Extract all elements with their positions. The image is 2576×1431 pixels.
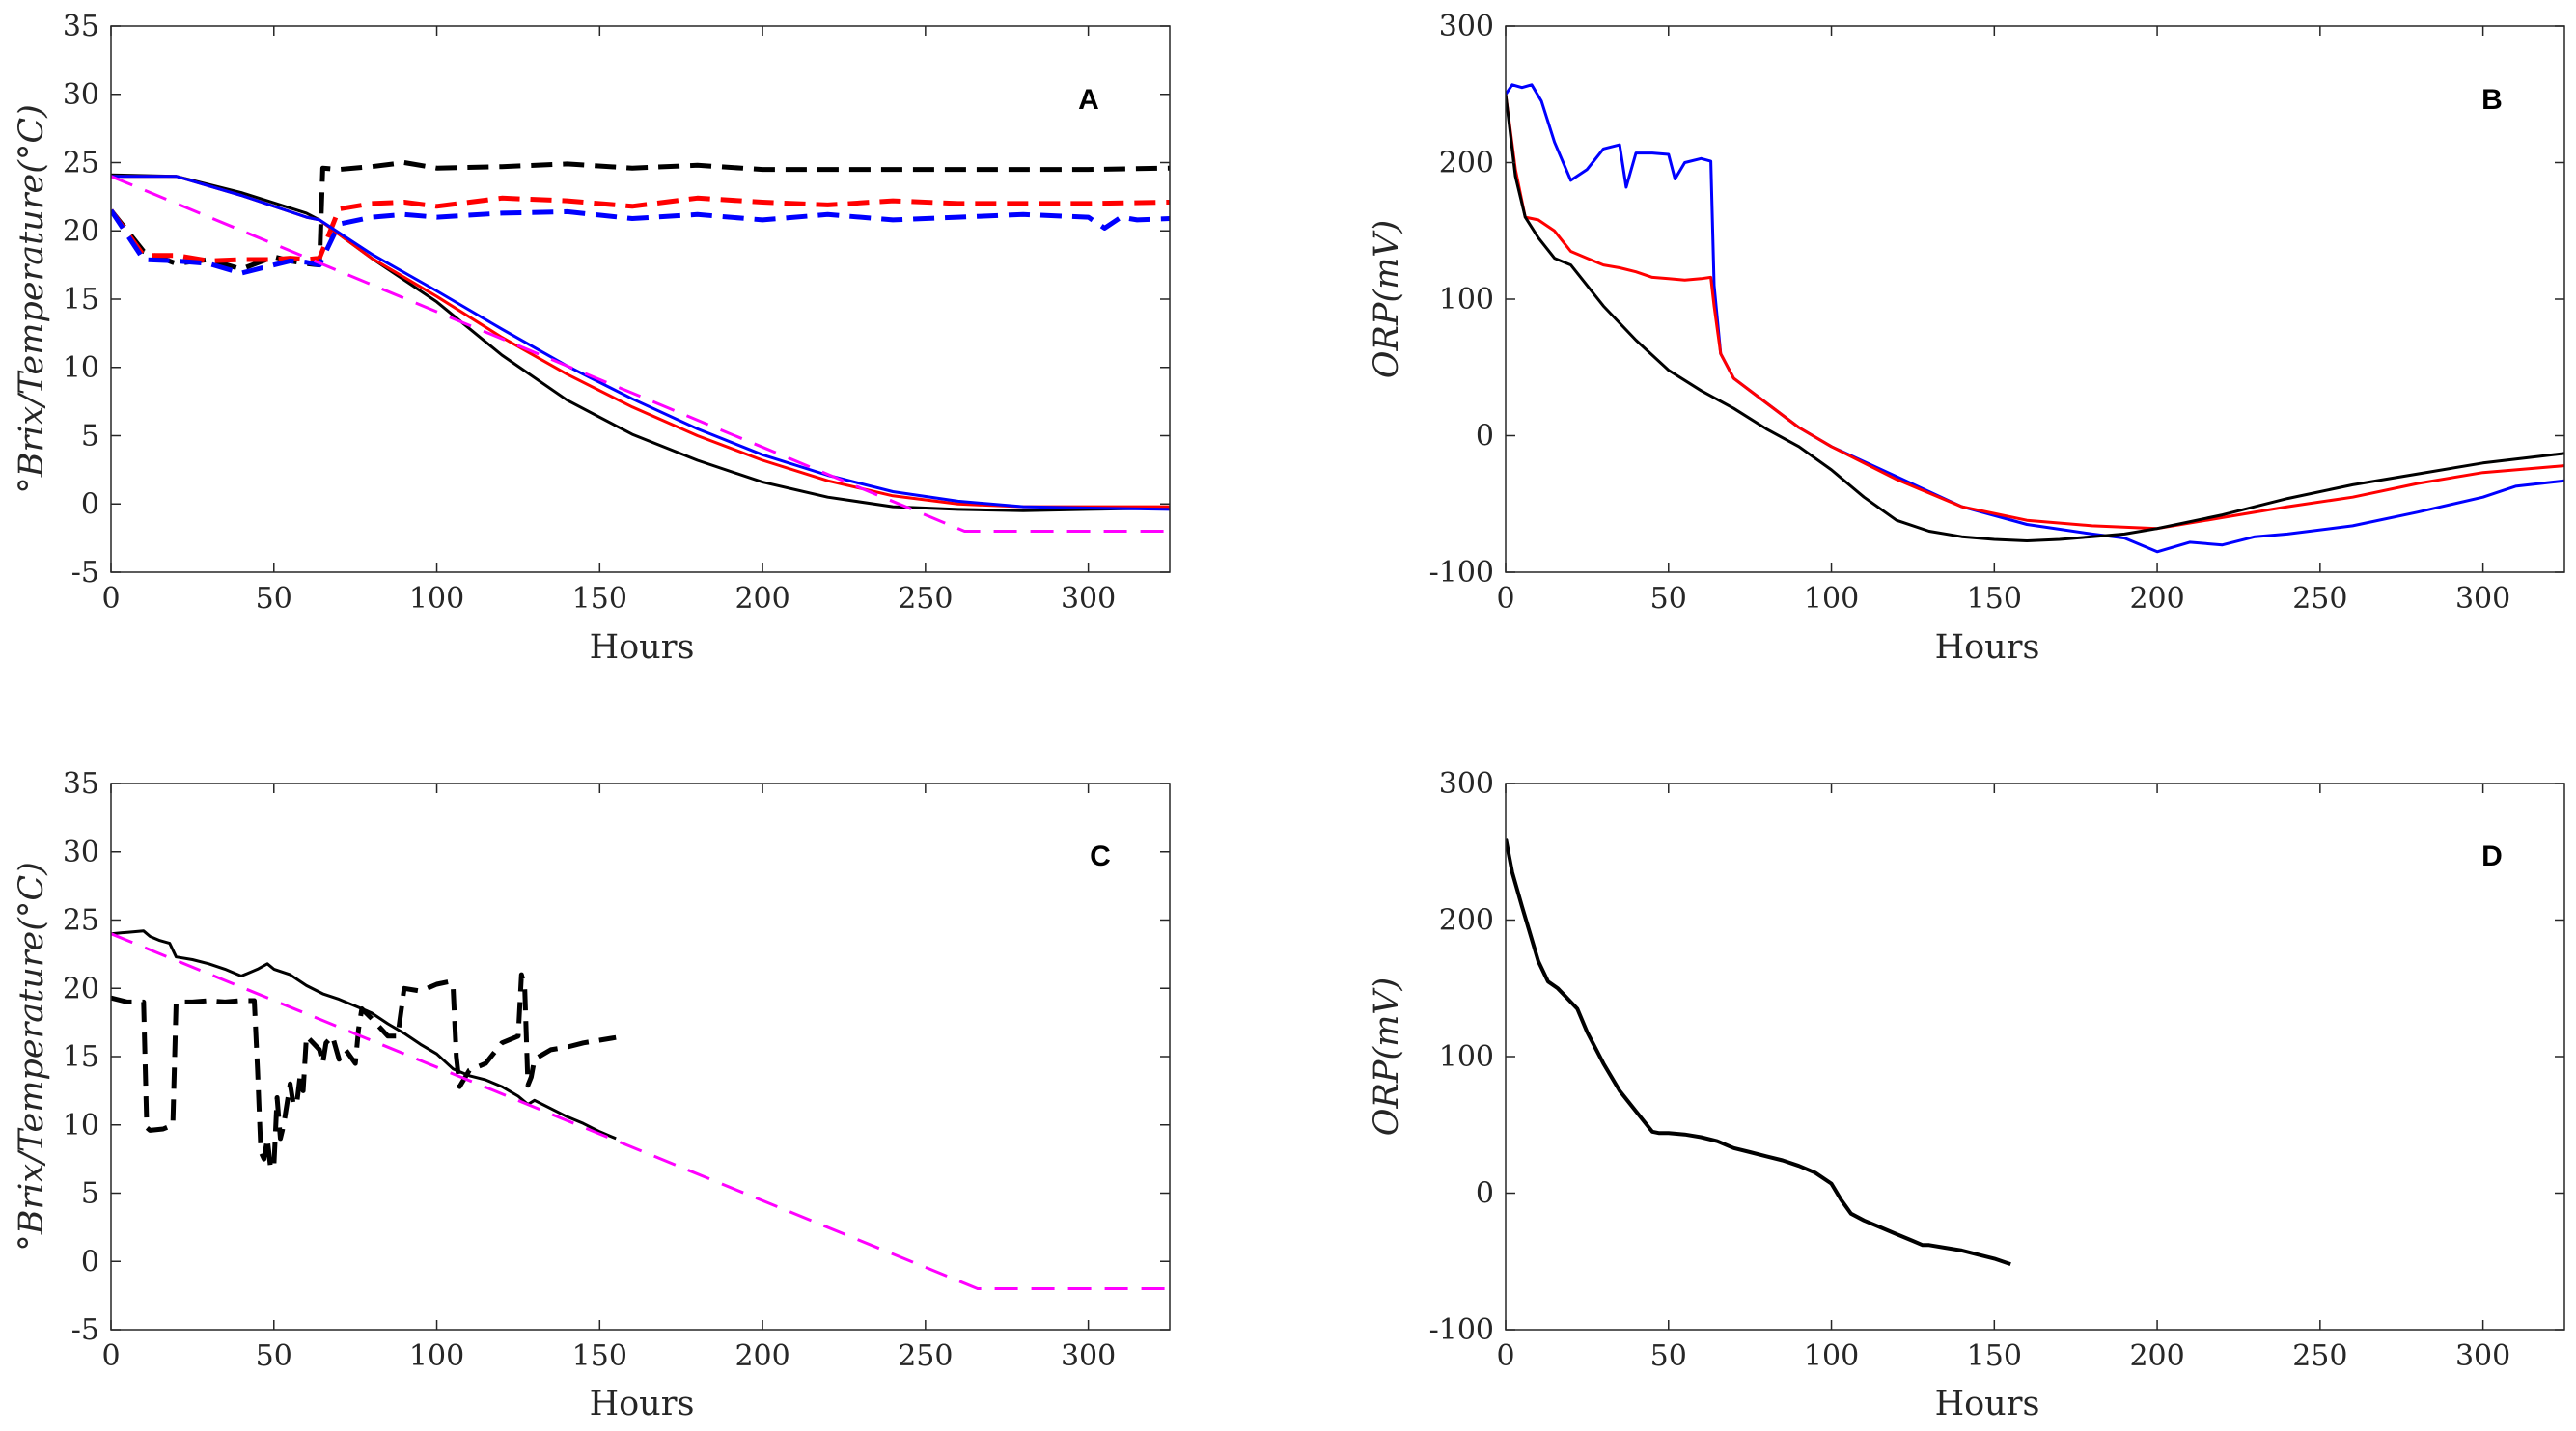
panel-a-ytick-label: 10 [63,351,99,385]
panel-d-ytick-label: 300 [1439,767,1494,801]
panel-c-xlabel: Hours [590,1385,695,1423]
panel-c-ytick-label: 30 [63,836,99,869]
panel-letter-d: D [2481,840,2503,872]
panel-d: D Hours ORP(mV) 0 50 100 150 200 250 300-10001… [1368,767,2565,1423]
panel-d-axes-frame [1505,783,2565,1331]
panel-c-series-target-magenta [111,932,1170,1290]
panel-c-ytick-label: 20 [63,972,99,1005]
panel-a-xtick-label: 100 [409,582,464,616]
panel-b-xtick-label: 250 [2292,582,2347,616]
panel-b-xtick-label: 50 [1650,582,1687,616]
panel-b-series-orp-red [1506,94,2564,531]
panel-c-xtick-label: 150 [572,1339,627,1373]
panel-b-ytick-label: 0 [1476,420,1494,454]
panel-c-xtick-label: 50 [256,1339,292,1373]
panel-b-xtick-label: 150 [1967,582,2022,616]
panel-a-xtick-label: 0 [101,582,120,616]
panel-a-ylabel: °Brix/Temperature(°C) [13,104,51,494]
panel-a-ytick-label: 25 [63,147,99,180]
panel-b-xtick-label: 0 [1496,582,1514,616]
panel-a-plot-area [111,160,1170,533]
panel-a-ytick-label: 30 [63,78,99,112]
panel-d-xtick-label: 0 [1496,1339,1514,1373]
panel-b-series-orp-blue [1506,83,2564,554]
panel-c-axes-frame [110,783,1171,1331]
panel-c: C Hours °Brix/Temperature(°C) 0 50 100 150 2… [13,767,1171,1423]
panel-b-ytick-label: 300 [1439,10,1494,43]
panel-a-ytick-label: 20 [63,214,99,248]
panel-c-ylabel: °Brix/Temperature(°C) [13,862,51,1252]
panel-a-ytick-label: 15 [63,283,99,316]
panel-b-xtick-label: 300 [2455,582,2510,616]
panel-c-xtick-label: 100 [409,1339,464,1373]
panel-d-xtick-label: 100 [1804,1339,1859,1373]
panel-a-xtick-label: 200 [734,582,789,616]
panel-b-ytick-label: 100 [1439,283,1494,316]
panel-b-ytick-label: -100 [1429,556,1494,590]
panel-letter-c: C [1090,840,1111,872]
panel-a-series-brix-red [111,175,1170,509]
panel-d-xtick-label: 50 [1650,1339,1687,1373]
panel-c-plot-area [111,929,1170,1290]
panel-a-xtick-label: 150 [572,582,627,616]
panel-d-series-orp-black [1506,838,2011,1266]
panel-a-axes-frame [110,25,1171,573]
panel-a-ytick-label: 35 [63,10,99,43]
panel-a-xtick-label: 50 [256,582,292,616]
panel-c-ytick-label: -5 [71,1313,99,1347]
panel-letter-b: B [2481,84,2503,116]
panel-c-series-brix-black [111,929,617,1141]
panel-c-xtick-label: 0 [101,1339,120,1373]
panel-a-series-temperature-red [111,195,1170,263]
panel-d-xtick-label: 150 [1967,1339,2022,1373]
panel-c-xtick-label: 300 [1061,1339,1116,1373]
panel-a-series-temperature-blue [111,208,1170,276]
panel-d-ytick-label: 100 [1439,1040,1494,1074]
panel-a-xtick-label: 250 [898,582,953,616]
panel-a-series-brix-black [111,173,1170,512]
panel-b-series-orp-black [1506,94,2564,542]
panel-b-ylabel: ORP(mV) [1368,220,1406,378]
panel-a-series-brix-blue [111,175,1170,511]
panel-a-xlabel: Hours [590,628,695,667]
panel-b-xtick-label: 200 [2129,582,2184,616]
panel-c-ytick-label: 5 [81,1177,99,1211]
panel-c-series-temperature-black [111,972,617,1171]
panel-b-xlabel: Hours [1935,628,2040,667]
panel-c-xtick-label: 200 [734,1339,789,1373]
panel-d-ytick-label: 0 [1476,1177,1494,1211]
panel-c-ytick-label: 10 [63,1109,99,1142]
panel-d-ytick-label: -100 [1429,1313,1494,1347]
panel-a-ytick-label: 5 [81,420,99,454]
panel-d-plot-area [1506,838,2011,1266]
panel-c-ytick-label: 35 [63,767,99,801]
panel-b-axes-frame [1505,25,2565,573]
panel-c-ytick-label: 15 [63,1040,99,1074]
panel-b-ytick-label: 200 [1439,147,1494,180]
panel-letter-a: A [1078,84,1099,116]
panel-d-ytick-label: 200 [1439,904,1494,938]
panel-c-ytick-label: 25 [63,904,99,938]
panel-a-ytick-label: -5 [71,556,99,590]
panel-d-xlabel: Hours [1935,1385,2040,1423]
panel-c-ytick-label: 0 [81,1245,99,1279]
panel-a-series-temperature-black [111,160,1170,272]
panel-a-xtick-label: 300 [1061,582,1116,616]
panel-c-xtick-label: 250 [898,1339,953,1373]
panel-a-ytick-label: 0 [81,487,99,521]
panel-b: B Hours ORP(mV) 0 50 100 150 200 250 300-10001… [1368,10,2565,667]
panel-d-ylabel: ORP(mV) [1368,977,1406,1136]
panel-a-series-target-magenta [111,175,1170,533]
panel-d-xtick-label: 200 [2129,1339,2184,1373]
panel-b-plot-area [1506,83,2564,554]
panel-d-xtick-label: 300 [2455,1339,2510,1373]
panel-d-xtick-label: 250 [2292,1339,2347,1373]
panel-a: A Hours °Brix/Temperature(°C) 0 50 100 150 2… [13,10,1171,667]
panel-b-xtick-label: 100 [1804,582,1859,616]
